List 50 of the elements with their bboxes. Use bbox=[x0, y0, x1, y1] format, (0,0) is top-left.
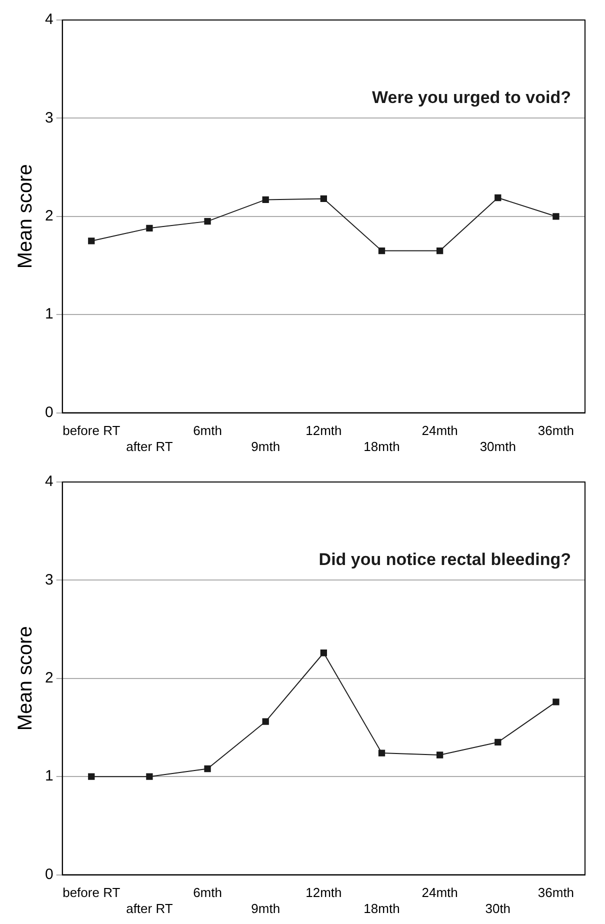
x-tick-label: 24mth bbox=[422, 423, 458, 438]
y-tick-label: 4 bbox=[45, 11, 54, 28]
point bbox=[204, 765, 211, 772]
point bbox=[146, 224, 153, 232]
point bbox=[436, 247, 444, 254]
y-tick-label: 0 bbox=[45, 404, 54, 421]
text: Were you urged to void? bbox=[372, 88, 571, 108]
point bbox=[552, 213, 560, 220]
x-tick-label: 36mth bbox=[538, 885, 574, 900]
y-tick-label: 4 bbox=[45, 473, 54, 490]
x-tick-label: 6mth bbox=[193, 885, 222, 900]
y-tick-label: 2 bbox=[45, 208, 54, 225]
point bbox=[494, 194, 502, 202]
y-tick-label: 0 bbox=[45, 866, 54, 883]
point bbox=[88, 238, 95, 244]
point bbox=[88, 773, 95, 780]
x-tick-label: 30mth bbox=[480, 438, 516, 454]
y-tick-label: 1 bbox=[45, 306, 54, 323]
point bbox=[262, 718, 269, 725]
x-tick-label: 18mth bbox=[364, 900, 400, 916]
point bbox=[436, 752, 444, 758]
x-tick-label: before RT bbox=[62, 885, 120, 900]
point bbox=[378, 750, 386, 756]
x-tick-label: 9mth bbox=[251, 438, 280, 454]
point bbox=[552, 698, 560, 706]
point bbox=[204, 218, 211, 225]
y-tick-label: 1 bbox=[45, 768, 54, 785]
x-tick-label: 24mth bbox=[422, 885, 458, 900]
point bbox=[320, 650, 327, 656]
x-tick-label: 6mth bbox=[193, 423, 222, 438]
x-tick-label: after RT bbox=[126, 900, 173, 916]
x-tick-label: 9mth bbox=[251, 900, 280, 916]
x-tick-label: 12mth bbox=[306, 885, 342, 900]
point bbox=[378, 247, 386, 254]
point bbox=[494, 738, 502, 746]
x-tick-label: 36mth bbox=[538, 423, 574, 438]
x-tick-label: 18mth bbox=[364, 438, 400, 454]
x-tick-label: 12mth bbox=[306, 423, 342, 438]
y-tick-label: 3 bbox=[45, 109, 54, 126]
point bbox=[320, 195, 327, 202]
point bbox=[262, 196, 269, 204]
y-tick-label: 3 bbox=[45, 571, 54, 588]
x-tick-label: after RT bbox=[126, 438, 173, 454]
y-axis-title: Mean score bbox=[14, 164, 37, 269]
point bbox=[146, 773, 153, 780]
y-axis-title: Mean score bbox=[14, 626, 37, 731]
x-tick-label: before RT bbox=[62, 423, 120, 438]
y-tick-label: 2 bbox=[45, 670, 54, 687]
text: Did you notice rectal bleeding? bbox=[318, 550, 571, 570]
x-tick-label: 30th bbox=[485, 900, 511, 916]
